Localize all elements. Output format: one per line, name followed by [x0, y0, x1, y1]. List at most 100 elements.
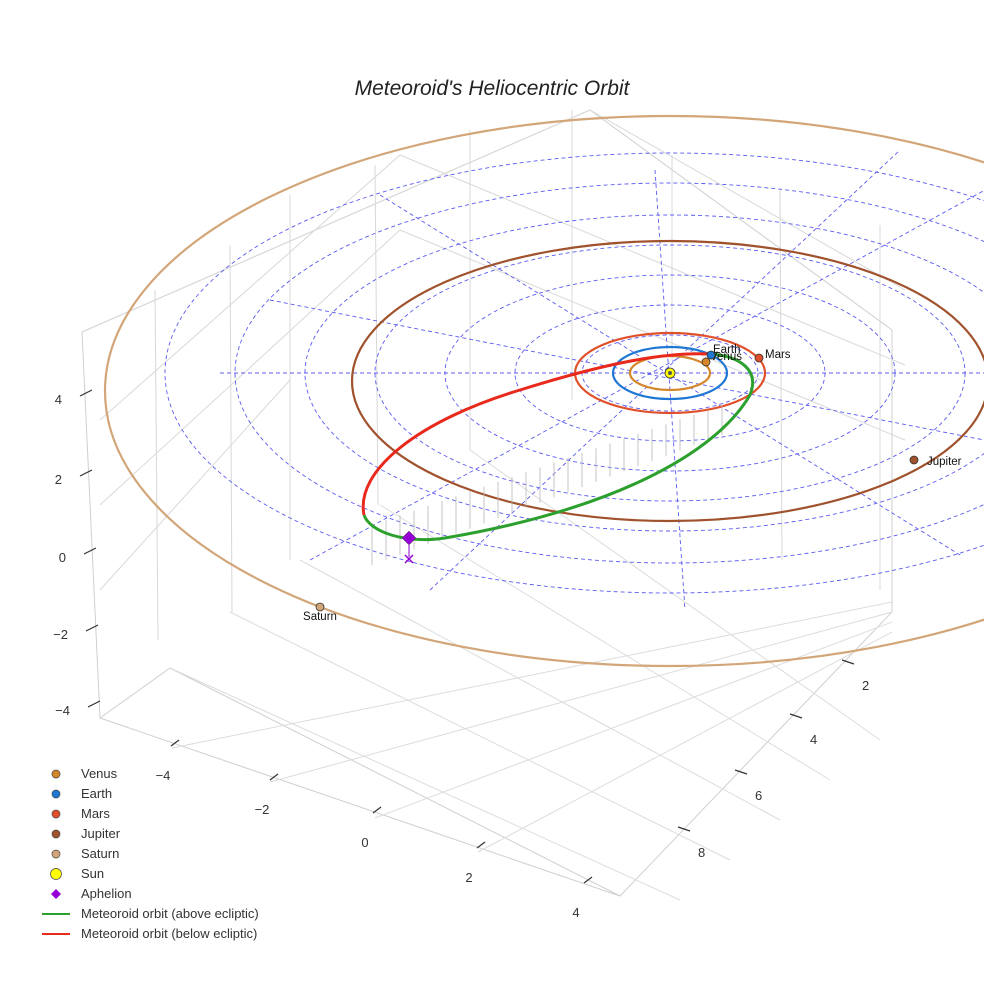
x-tick-label: 0: [361, 835, 368, 850]
legend-label-venus: Venus: [81, 766, 118, 781]
ecliptic-ring: [164, 152, 984, 594]
x-tick-mark: [476, 841, 486, 849]
legend-marker-mars: [51, 809, 61, 819]
ecliptic-grid: [164, 149, 984, 611]
legend-label-aphelion: Aphelion: [81, 886, 132, 901]
floor-grid-line: [229, 611, 731, 861]
meteoroid-orbit-above-ecliptic: [362, 352, 755, 542]
axis-box-edge: [589, 109, 893, 331]
ecliptic-ring: [234, 182, 984, 564]
floor-grid-line: [299, 559, 781, 821]
wall-grid-line: [399, 229, 906, 441]
axis-box-edge: [99, 717, 621, 897]
x-tick-mark: [170, 739, 180, 747]
earth-marker: [706, 350, 716, 360]
z-tick-mark: [83, 547, 97, 555]
z-tick-label: −2: [53, 627, 68, 642]
chart-title: Meteoroid's Heliocentric Orbit: [355, 77, 631, 100]
ecliptic-spoke: [379, 194, 961, 556]
z-tick-label: −4: [55, 703, 70, 718]
legend-marker-jupiter: [51, 829, 61, 839]
x-tick-label: 4: [572, 905, 579, 920]
y-tick-label: 2: [862, 678, 869, 693]
wall-grid-line: [99, 379, 291, 591]
x-tick-label: −4: [156, 768, 171, 783]
aphelion-projection-marker: [404, 554, 414, 564]
x-tick-label: −2: [255, 802, 270, 817]
z-tick-mark: [85, 624, 99, 632]
jupiter-marker: [909, 455, 919, 465]
axis-box-edge: [619, 611, 893, 897]
floor-grid-line: [469, 449, 881, 741]
y-tick-label: 4: [810, 732, 817, 747]
floor-grid-line: [374, 621, 893, 819]
wall-grid-line: [779, 189, 783, 561]
y-tick-label: 6: [755, 788, 762, 803]
axis-box-edge: [169, 667, 621, 897]
legend-marker-saturn: [51, 849, 61, 859]
wall-grid-line: [399, 154, 906, 366]
mars-label: Mars: [765, 349, 791, 361]
y-tick-label: 8: [698, 845, 705, 860]
floor-grid-line: [171, 601, 893, 749]
x-tick-mark: [372, 806, 382, 814]
meteoroid-orbit: [361, 352, 755, 542]
jupiter-label: Jupiter: [927, 456, 962, 468]
meteoroid-orbit-below-ecliptic: [361, 352, 711, 516]
legend-label-sun: Sun: [81, 866, 104, 881]
saturn-marker: [315, 602, 325, 612]
wall-grid-line: [154, 289, 159, 641]
earth-label: Earth: [713, 344, 741, 356]
legend-label-mars: Mars: [81, 806, 110, 821]
y-tick-mark: [734, 769, 748, 775]
x-tick-mark: [583, 876, 593, 884]
z-tick-mark: [79, 389, 93, 397]
x-tick-label: 2: [465, 870, 472, 885]
axis-box-edge: [81, 331, 101, 719]
z-tick-label: 0: [59, 550, 66, 565]
z-tick-mark: [79, 469, 93, 477]
y-tick-mark: [789, 713, 803, 719]
legend-label-meteoroid-orbit-above-ecliptic: Meteoroid orbit (above ecliptic): [81, 906, 259, 921]
ecliptic-spoke: [269, 299, 984, 441]
x-tick-mark: [269, 773, 279, 781]
wall-grid-line: [374, 164, 379, 506]
floor-grid-line: [477, 631, 893, 853]
y-tick-mark: [841, 659, 855, 665]
z-tick-mark: [87, 700, 101, 708]
legend-marker-venus: [51, 769, 61, 779]
z-tick-label: 4: [55, 392, 62, 407]
axis-ticks: −4 −2 0 2 4 2 4 6 8 4 2 0 −2 −4: [53, 389, 869, 920]
wall-grid-line: [229, 244, 233, 613]
floor-grid-line: [379, 504, 831, 781]
ecliptic-spoke: [429, 149, 901, 591]
legend-label-jupiter: Jupiter: [81, 826, 121, 841]
sun-center: [668, 371, 672, 375]
venus-label: Venus: [710, 351, 742, 363]
floor-grid-line: [169, 667, 681, 901]
legend-marker-sun: [50, 868, 62, 880]
mars-marker: [754, 353, 764, 363]
legend: Venus Earth Mars Jupiter Saturn Sun Aphelion Me…: [42, 766, 259, 941]
legend-label-meteoroid-orbit-below-ecliptic: Meteoroid orbit (below ecliptic): [81, 926, 257, 941]
y-tick-mark: [677, 826, 691, 832]
z-tick-label: 2: [55, 472, 62, 487]
wall-grid-line: [589, 109, 906, 291]
jupiter-orbit-ring: [350, 239, 984, 523]
meteoroid-drop-lines: [371, 405, 723, 565]
legend-label-earth: Earth: [81, 786, 112, 801]
ecliptic-spoke: [309, 190, 984, 561]
legend-label-saturn: Saturn: [81, 846, 119, 861]
wall-grid-line: [99, 229, 401, 506]
wall-grid-line: [81, 109, 591, 333]
earth-orbit-ring: [611, 345, 729, 401]
legend-marker-aphelion: [51, 889, 61, 899]
axis-box: [81, 109, 906, 901]
saturn-orbit-ring: [104, 114, 984, 668]
venus-marker: [701, 357, 711, 367]
floor-grid-line: [269, 611, 893, 783]
legend-marker-earth: [51, 789, 61, 799]
saturn-label: Saturn: [303, 611, 337, 623]
